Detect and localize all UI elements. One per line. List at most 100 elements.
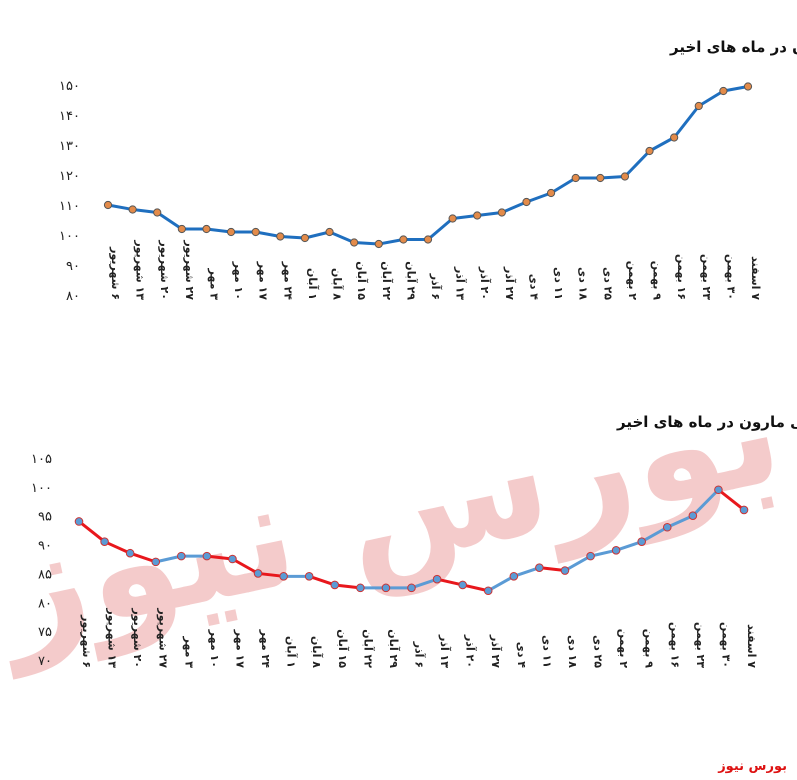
data-point	[739, 505, 749, 515]
line-segment	[614, 540, 644, 552]
x-tick-label: ۶ شهریور	[109, 246, 122, 300]
y-tick-label: ۸۵	[38, 567, 52, 582]
line-segment	[549, 176, 578, 195]
y-tick-label: ۹۰	[66, 259, 80, 274]
line-segment	[410, 577, 439, 590]
x-tick-label: ۷ اسفند	[745, 624, 758, 668]
x-tick-label: ۲۰ آذر	[464, 634, 478, 668]
data-point	[356, 583, 365, 593]
data-point	[535, 563, 544, 572]
y-tick-label: ۸۰	[66, 289, 80, 304]
x-tick-label: ۲۰ شهریور	[131, 607, 144, 668]
y-tick-label: ۱۵۰	[59, 79, 80, 94]
line-segment	[254, 230, 282, 238]
data-point	[509, 572, 519, 581]
x-tick-label: ۸ آبان	[310, 636, 324, 668]
line-segment	[648, 136, 676, 153]
x-tick-label: ۲۴ مهر	[259, 629, 272, 668]
x-tick-label: ۱۰ مهر	[208, 629, 221, 668]
y-tick-label: ۸۰	[38, 596, 52, 611]
line-segment	[524, 191, 553, 204]
x-tick-label: ۱۷ مهر	[257, 261, 270, 300]
line-segment	[665, 514, 695, 529]
line-segment	[154, 554, 183, 564]
x-tick-label: ۲۰ آذر	[478, 266, 492, 300]
line-segment	[598, 175, 627, 180]
data-point	[374, 239, 383, 249]
data-point	[662, 522, 672, 532]
data-point	[177, 551, 186, 561]
line-segment	[307, 574, 337, 587]
x-tick-label: ۴ دی	[527, 274, 540, 301]
data-point	[151, 557, 161, 567]
y-tick-label: ۹۰	[38, 539, 52, 554]
data-point	[432, 574, 442, 584]
y-tick-label: ۷۵	[38, 625, 52, 640]
line-segment	[461, 583, 490, 593]
data-point	[522, 197, 531, 207]
line-segment	[352, 241, 381, 246]
line-segment	[328, 230, 356, 244]
y-tick-label: ۱۲۰	[59, 169, 80, 184]
x-tick-label: ۱۸ دی	[577, 267, 590, 300]
y-tick-label: ۱۱۰	[59, 199, 80, 214]
x-tick-label: ۱ آبان	[285, 636, 299, 668]
data-point	[586, 551, 595, 561]
data-point	[300, 233, 310, 243]
data-point	[330, 580, 340, 590]
data-point	[251, 227, 260, 237]
data-point	[473, 211, 482, 220]
x-tick-label: ۲۵ دی	[592, 635, 605, 668]
x-tick-label: ۱۳ آذر	[454, 266, 468, 300]
x-tick-label: ۱۳ آذر	[438, 634, 452, 668]
x-tick-label: ۱۶ بهمن	[668, 622, 681, 668]
data-point	[399, 235, 408, 244]
line-segment	[691, 488, 720, 518]
line-segment	[377, 238, 405, 246]
data-point	[694, 101, 703, 111]
x-tick-label: ۳۰ بهمن	[724, 254, 737, 300]
x-tick-label: ۲۳ بهمن	[700, 254, 713, 300]
x-tick-label: ۲ بهمن	[617, 629, 630, 669]
line-segment	[204, 227, 233, 234]
y-tick-label: ۱۳۰	[59, 139, 80, 154]
x-tick-label: ۱۱ دی	[552, 267, 565, 300]
x-tick-label: ۲۰ شهریور	[158, 239, 171, 300]
line-segment	[697, 89, 725, 108]
x-tick-label: ۲۹ آبان	[404, 261, 418, 300]
x-tick-label: ۲۳ بهمن	[694, 622, 707, 668]
x-tick-label: ۱۶ بهمن	[675, 254, 688, 300]
line-segment	[640, 525, 669, 544]
x-tick-label: ۱ آبان	[306, 268, 320, 300]
x-tick-label: ۱۱ دی	[540, 635, 553, 668]
data-point	[497, 208, 506, 217]
line-segment	[155, 211, 184, 231]
line-segment	[128, 551, 158, 564]
x-tick-label: ۹ بهمن	[651, 261, 664, 301]
data-point	[304, 572, 314, 581]
data-point	[448, 214, 457, 223]
line-segment	[672, 104, 701, 139]
x-tick-label: ۷ اسفند	[749, 256, 762, 300]
data-point	[637, 537, 646, 546]
line-segment	[230, 557, 260, 575]
x-tick-label: ۲۴ مهر	[281, 261, 294, 300]
data-point	[125, 548, 135, 558]
x-tick-label: ۶ آذر	[429, 273, 443, 300]
data-point	[407, 583, 416, 593]
data-point	[74, 517, 84, 526]
line-segment	[486, 574, 516, 593]
data-point	[546, 188, 556, 198]
x-tick-label: ۱۸ دی	[566, 635, 579, 668]
data-point	[483, 586, 493, 596]
data-point	[560, 566, 570, 575]
data-point	[620, 172, 630, 181]
x-tick-label: ۲۷ آذر	[489, 634, 503, 668]
line-segment	[77, 519, 107, 544]
line-segment	[500, 200, 528, 214]
data-point	[325, 227, 334, 237]
